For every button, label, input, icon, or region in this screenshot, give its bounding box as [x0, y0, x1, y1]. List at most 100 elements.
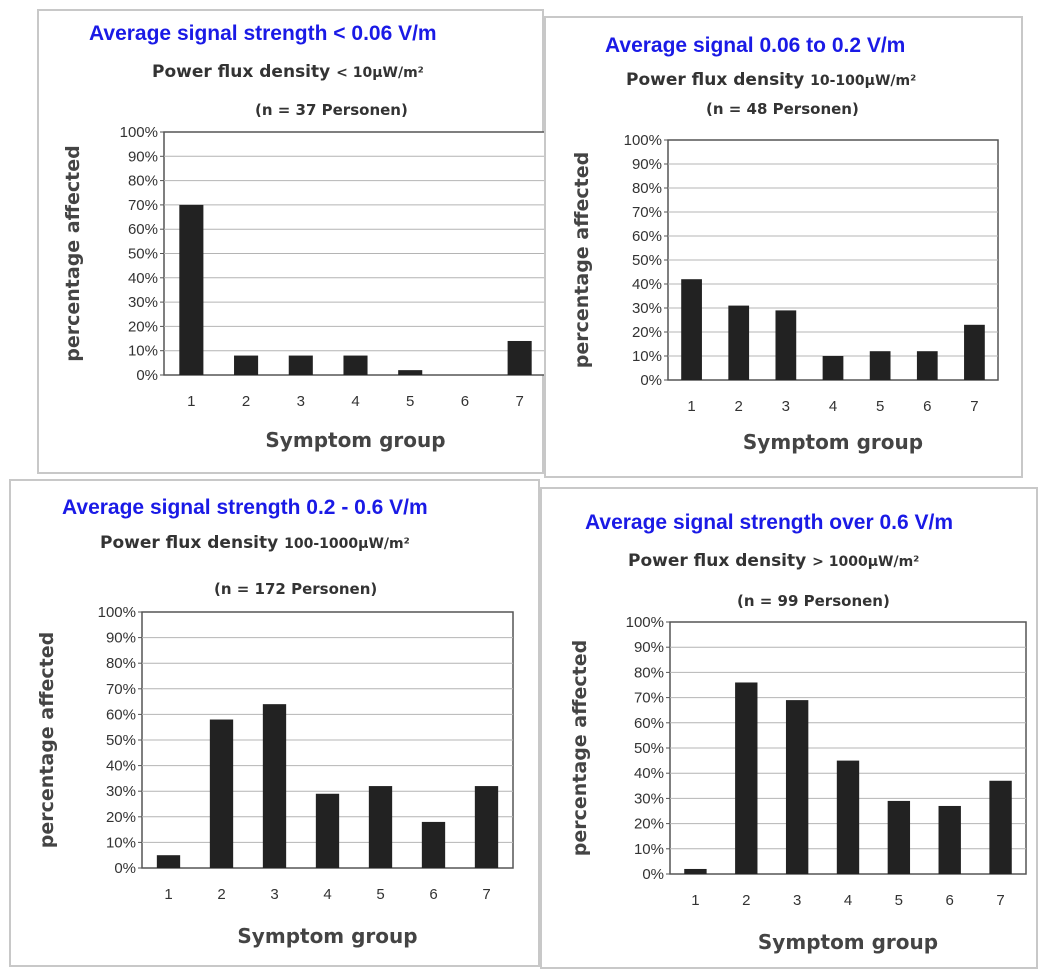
bar-group-3 [288, 355, 313, 375]
x-tick-label: 1 [164, 886, 172, 903]
bar-group-6 [938, 805, 961, 874]
y-tick-label: 30% [632, 300, 662, 317]
x-tick-label: 4 [844, 892, 852, 909]
bar-group-1 [684, 868, 707, 874]
y-tick-label: 0% [640, 372, 662, 389]
bar-group-4 [822, 356, 844, 380]
y-tick-label: 100% [626, 614, 664, 631]
x-tick-label: 3 [793, 892, 801, 909]
y-tick-label: 80% [632, 180, 662, 197]
bar-group-5 [368, 786, 393, 868]
y-tick-label: 90% [632, 156, 662, 173]
chart-subtitle: Power flux density 10-100μW/m² [626, 70, 916, 90]
x-tick-label: 6 [461, 393, 469, 410]
y-tick-label: 20% [634, 816, 664, 833]
x-tick-label: 5 [876, 398, 884, 415]
y-tick-label: 20% [106, 809, 136, 826]
y-tick-label: 90% [106, 630, 136, 647]
y-tick-label: 50% [128, 246, 158, 263]
y-tick-label: 90% [128, 148, 158, 165]
x-tick-label: 7 [482, 886, 490, 903]
sample-size: (n = 37 Personen) [255, 101, 408, 119]
y-tick-label: 80% [106, 655, 136, 672]
subtitle-value: 10-100μW/m² [810, 73, 917, 89]
x-tick-label: 5 [376, 886, 384, 903]
y-tick-label: 50% [632, 252, 662, 269]
x-axis-title: Symptom group [758, 930, 938, 954]
bar-group-7 [474, 786, 499, 868]
bar-group-4 [315, 793, 340, 868]
bar-group-2 [234, 355, 259, 375]
bar-group-6 [916, 351, 938, 380]
bar-group-1 [179, 204, 204, 375]
x-tick-label: 1 [691, 892, 699, 909]
bar-group-2 [728, 305, 750, 380]
bar-group-3 [775, 310, 797, 380]
y-tick-label: 70% [632, 204, 662, 221]
y-tick-label: 80% [634, 664, 664, 681]
x-tick-label: 6 [429, 886, 437, 903]
x-tick-label: 1 [687, 398, 695, 415]
chart-subtitle: Power flux density 100-1000μW/m² [100, 533, 410, 553]
chart-subtitle: Power flux density > 1000μW/m² [628, 551, 919, 571]
x-tick-label: 4 [323, 886, 331, 903]
y-tick-label: 30% [128, 294, 158, 311]
x-axis-title: Symptom group [237, 924, 417, 948]
x-axis-title: Symptom group [265, 428, 445, 452]
bar-group-4 [343, 355, 368, 375]
chart-panel-3: Average signal strength 0.2 - 0.6 V/m Po… [9, 479, 540, 967]
bar-chart-4: 0% 10% 20% 30% 40% 50% 60% 70% 80% 90% 100% 1 2 3 4 5 6 7… [569, 614, 1027, 954]
x-tick-label: 2 [242, 393, 250, 410]
bar-group-1 [156, 855, 181, 868]
subtitle-value: < 10μW/m² [336, 65, 424, 81]
x-tick-label: 3 [782, 398, 790, 415]
y-tick-label: 30% [106, 783, 136, 800]
y-tick-label: 20% [128, 318, 158, 335]
bar-group-1 [681, 279, 702, 380]
y-tick-label: 50% [106, 732, 136, 749]
y-tick-label: 0% [642, 866, 664, 883]
y-tick-label: 40% [632, 276, 662, 293]
chart-title: Average signal 0.06 to 0.2 V/m [605, 34, 906, 57]
y-tick-label: 40% [106, 758, 136, 775]
y-tick-label: 90% [634, 639, 664, 656]
sample-size: (n = 48 Personen) [706, 100, 859, 118]
chart-panel-1: Average signal strength < 0.06 V/m Power… [37, 9, 548, 474]
y-tick-label: 70% [634, 690, 664, 707]
bar-group-6 [421, 821, 446, 868]
y-tick-label: 70% [106, 681, 136, 698]
subtitle-label: Power flux density [626, 70, 805, 90]
bar-group-3 [262, 704, 287, 868]
y-tick-label: 20% [632, 324, 662, 341]
y-axis-title: percentage affected [36, 632, 58, 848]
y-tick-label: 0% [114, 860, 136, 877]
x-tick-label: 2 [735, 398, 743, 415]
subtitle-label: Power flux density [628, 551, 807, 571]
sample-size: (n = 99 Personen) [737, 592, 890, 610]
y-tick-label: 60% [632, 228, 662, 245]
y-tick-label: 70% [128, 197, 158, 214]
chart-panel-4: Average signal strength over 0.6 V/m Pow… [540, 487, 1038, 969]
x-tick-label: 6 [946, 892, 954, 909]
y-tick-label: 100% [624, 132, 662, 149]
y-tick-label: 80% [128, 173, 158, 190]
x-tick-label: 6 [923, 398, 931, 415]
x-tick-label: 2 [217, 886, 225, 903]
y-tick-label: 0% [136, 367, 158, 384]
chart-panel-2: Average signal 0.06 to 0.2 V/m Power flu… [544, 16, 1023, 478]
subtitle-value: 100-1000μW/m² [284, 536, 410, 552]
y-tick-label: 50% [634, 740, 664, 757]
y-tick-label: 100% [120, 124, 158, 141]
bar-group-2 [209, 719, 234, 868]
bar-chart-3: 0% 10% 20% 30% 40% 50% 60% 70% 80% 90% 100% 1 2 3 4 5 6 7… [36, 604, 514, 948]
bar-group-7 [964, 324, 985, 380]
y-tick-label: 10% [106, 834, 136, 851]
x-axis-title: Symptom group [743, 430, 923, 454]
bar-group-4 [836, 760, 860, 874]
y-tick-label: 10% [632, 348, 662, 365]
y-axis-title: percentage affected [571, 152, 593, 368]
x-tick-label: 7 [970, 398, 978, 415]
y-axis-title: percentage affected [569, 640, 591, 856]
chart-title: Average signal strength over 0.6 V/m [585, 511, 954, 534]
bar-group-3 [785, 700, 809, 874]
